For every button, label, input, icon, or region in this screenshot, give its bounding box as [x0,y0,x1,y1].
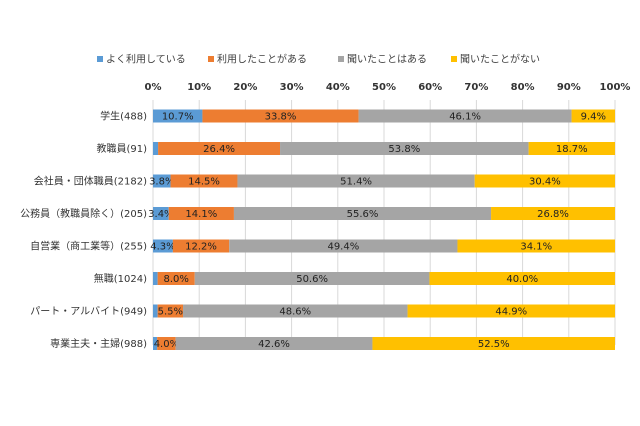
x-tick-label-9: 90% [557,82,581,93]
data-label-4-1: 12.2% [185,242,217,253]
x-tick-label-2: 20% [233,82,257,93]
legend-swatch-2 [338,56,344,62]
category-label-2: 会社員・団体職員(2182) [34,175,147,188]
legend-swatch-3 [451,56,457,62]
category-label-4: 自営業（商工業等）(255) [30,240,147,253]
legend-label-3: 聞いたことがない [460,53,540,66]
x-tick-label-4: 40% [326,82,350,93]
data-label-3-1: 14.1% [185,209,217,220]
data-label-0-0: 10.7% [162,112,194,123]
legend-label-2: 聞いたことはある [347,54,427,66]
legend-swatch-1 [208,56,214,62]
category-label-0: 学生(488) [100,110,147,123]
data-label-4-3: 34.1% [520,242,552,253]
x-tick-label-0: 0% [145,82,162,93]
data-label-7-1: 4.0% [154,339,179,350]
category-label-6: パート・アルバイト(949) [30,306,147,318]
x-tick-label-3: 30% [280,82,304,93]
category-label-5: 無職(1024) [94,272,147,285]
bars: 10.7% 33.8% 46.1% 9.4%26.4% 53.8% 18.7%3.8% 14… [148,110,615,351]
x-axis-ticks: 0% 10% 20% 30% 40% 50% 60% 70% 80% 90% 100% [145,82,631,93]
x-tick-label-10: 100% [600,82,631,93]
data-label-4-2: 49.4% [327,242,359,253]
data-label-3-2: 55.6% [347,209,379,220]
legend: よく利用している 利用したことがある 聞いたことはある 聞いたことがない [97,53,540,66]
data-label-0-1: 33.8% [265,112,297,123]
data-label-1-2: 53.8% [388,144,420,155]
data-label-6-1: 5.5% [158,307,183,318]
category-label-7: 専業主夫・主婦(988) [50,337,147,350]
data-label-5-2: 50.6% [296,274,328,285]
category-label-3: 公務員（教職員除く）(205) [20,207,147,220]
data-label-4-0: 4.3% [150,242,175,253]
bar-segment-5-0 [153,272,158,285]
data-label-0-2: 46.1% [449,112,481,123]
x-tick-label-5: 50% [372,82,396,93]
data-label-2-3: 30.4% [529,177,561,188]
data-label-3-3: 26.8% [537,209,569,220]
x-tick-label-7: 70% [464,82,488,93]
data-label-5-1: 8.0% [163,274,188,285]
data-label-5-3: 40.0% [506,274,538,285]
legend-swatch-0 [97,56,103,62]
data-label-7-3: 52.5% [478,339,510,350]
bar-segment-1-0 [153,142,158,155]
x-tick-label-1: 10% [187,82,211,93]
y-axis-labels: 学生(488) 教職員(91) 会社員・団体職員(2182) 公務員（教職員除く）(2… [20,110,147,351]
data-label-7-2: 42.6% [258,339,290,350]
data-label-1-3: 18.7% [556,144,588,155]
x-tick-label-8: 80% [511,82,535,93]
x-tick-label-6: 60% [418,82,442,93]
legend-label-1: 利用したことがある [217,53,307,66]
data-label-0-3: 9.4% [581,112,606,123]
legend-label-0: よく利用している [106,54,186,66]
category-label-1: 教職員(91) [96,142,147,155]
data-label-6-2: 48.6% [279,307,311,318]
data-label-1-1: 26.4% [203,144,235,155]
data-label-2-1: 14.5% [188,177,220,188]
data-label-6-3: 44.9% [495,307,527,318]
data-label-2-2: 51.4% [340,177,372,188]
